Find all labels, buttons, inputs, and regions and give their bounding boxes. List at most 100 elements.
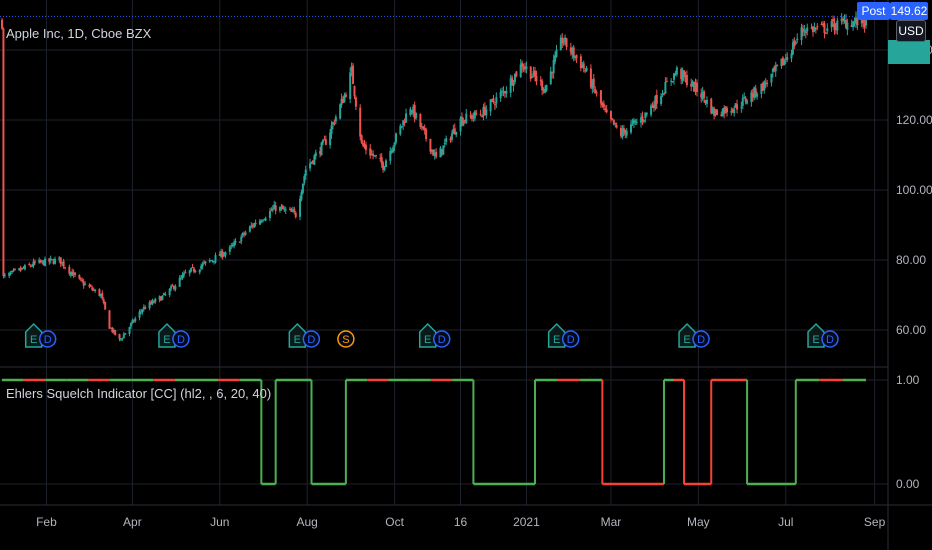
candle-body[interactable] bbox=[853, 21, 856, 23]
candle-body[interactable] bbox=[482, 107, 485, 117]
candle-body[interactable] bbox=[736, 104, 739, 110]
candle-body[interactable] bbox=[470, 115, 473, 119]
candle-body[interactable] bbox=[554, 55, 557, 62]
candle-body[interactable] bbox=[733, 108, 736, 114]
candle-body[interactable] bbox=[188, 270, 191, 274]
candle-body[interactable] bbox=[300, 192, 303, 200]
candle-body[interactable] bbox=[581, 65, 584, 69]
candle-body[interactable] bbox=[473, 111, 476, 119]
candle-body[interactable] bbox=[834, 27, 837, 29]
candle-body[interactable] bbox=[479, 113, 482, 115]
candle-body[interactable] bbox=[193, 268, 195, 272]
candle-body[interactable] bbox=[319, 151, 322, 154]
candle-body[interactable] bbox=[572, 47, 575, 58]
candle-body[interactable] bbox=[112, 329, 115, 333]
candle-body[interactable] bbox=[71, 271, 74, 276]
candle-body[interactable] bbox=[801, 29, 804, 31]
candle-body[interactable] bbox=[52, 260, 55, 264]
candle-body[interactable] bbox=[459, 118, 462, 132]
candle-body[interactable] bbox=[455, 131, 458, 135]
candle-body[interactable] bbox=[489, 99, 492, 112]
candle-body[interactable] bbox=[531, 76, 534, 78]
candle-body[interactable] bbox=[221, 251, 224, 257]
candle-body[interactable] bbox=[513, 73, 516, 82]
candle-body[interactable] bbox=[174, 286, 177, 290]
candle-body[interactable] bbox=[208, 260, 211, 262]
candle-body[interactable] bbox=[741, 97, 744, 106]
candle-body[interactable] bbox=[271, 208, 274, 211]
candle-body[interactable] bbox=[724, 106, 727, 113]
candle-body[interactable] bbox=[214, 255, 217, 263]
candle-body[interactable] bbox=[793, 40, 796, 47]
candle-body[interactable] bbox=[203, 262, 206, 264]
candle-body[interactable] bbox=[420, 126, 423, 128]
candle-body[interactable] bbox=[81, 279, 84, 282]
candle-body[interactable] bbox=[392, 147, 395, 153]
candle-body[interactable] bbox=[98, 289, 101, 296]
candle-body[interactable] bbox=[609, 110, 612, 120]
dividend-icon[interactable] bbox=[561, 330, 580, 348]
candle-body[interactable] bbox=[644, 112, 647, 119]
candle-body[interactable] bbox=[662, 93, 665, 95]
candle-body[interactable] bbox=[13, 269, 16, 271]
candle-body[interactable] bbox=[72, 272, 75, 276]
candle-body[interactable] bbox=[549, 71, 552, 84]
candle-body[interactable] bbox=[395, 133, 398, 143]
candle-body[interactable] bbox=[552, 59, 555, 74]
candle-body[interactable] bbox=[254, 222, 257, 225]
candle-body[interactable] bbox=[691, 81, 694, 85]
candle-body[interactable] bbox=[340, 98, 343, 105]
candle-body[interactable] bbox=[685, 74, 688, 86]
candle-body[interactable] bbox=[423, 127, 426, 131]
candle-body[interactable] bbox=[138, 311, 141, 318]
candle-body[interactable] bbox=[399, 125, 402, 135]
candle-body[interactable] bbox=[350, 66, 353, 72]
candle-body[interactable] bbox=[23, 265, 26, 270]
candle-body[interactable] bbox=[559, 37, 562, 51]
candle-body[interactable] bbox=[264, 218, 267, 221]
candle-body[interactable] bbox=[233, 242, 236, 247]
candle-body[interactable] bbox=[69, 272, 72, 275]
candle-body[interactable] bbox=[274, 205, 277, 211]
candle-body[interactable] bbox=[342, 98, 345, 104]
candle-body[interactable] bbox=[655, 94, 658, 104]
candle-body[interactable] bbox=[763, 81, 766, 90]
candle-body[interactable] bbox=[826, 28, 829, 32]
candle-body[interactable] bbox=[746, 100, 749, 104]
candle-body[interactable] bbox=[129, 323, 132, 327]
dividend-icon[interactable] bbox=[692, 330, 710, 348]
candle-body[interactable] bbox=[122, 334, 125, 339]
candle-body[interactable] bbox=[344, 94, 347, 97]
candle-body[interactable] bbox=[575, 55, 578, 59]
candle-body[interactable] bbox=[823, 23, 826, 34]
candle-body[interactable] bbox=[220, 250, 223, 257]
candle-body[interactable] bbox=[591, 80, 594, 89]
candle-body[interactable] bbox=[774, 65, 777, 72]
candle-body[interactable] bbox=[519, 64, 522, 78]
candle-body[interactable] bbox=[796, 38, 799, 41]
candle-body[interactable] bbox=[150, 302, 153, 304]
candle-body[interactable] bbox=[128, 327, 131, 334]
candle-body[interactable] bbox=[180, 277, 183, 279]
candle-body[interactable] bbox=[104, 301, 107, 310]
candle-body[interactable] bbox=[171, 285, 174, 287]
candle-body[interactable] bbox=[258, 220, 261, 225]
candle-body[interactable] bbox=[665, 81, 668, 83]
candle-body[interactable] bbox=[579, 56, 582, 68]
candle-body[interactable] bbox=[369, 148, 372, 156]
candle-body[interactable] bbox=[359, 107, 362, 137]
candle-body[interactable] bbox=[816, 26, 819, 28]
candle-body[interactable] bbox=[460, 116, 463, 125]
candle-body[interactable] bbox=[704, 100, 707, 103]
candle-body[interactable] bbox=[9, 273, 12, 275]
candle-body[interactable] bbox=[304, 169, 307, 176]
candle-body[interactable] bbox=[710, 98, 713, 114]
candle-body[interactable] bbox=[764, 83, 767, 85]
candle-body[interactable] bbox=[32, 261, 35, 267]
candle-body[interactable] bbox=[38, 259, 41, 263]
candle-body[interactable] bbox=[671, 81, 674, 83]
dividend-icon[interactable] bbox=[172, 330, 190, 348]
candle-body[interactable] bbox=[99, 294, 102, 297]
candle-body[interactable] bbox=[602, 103, 605, 108]
